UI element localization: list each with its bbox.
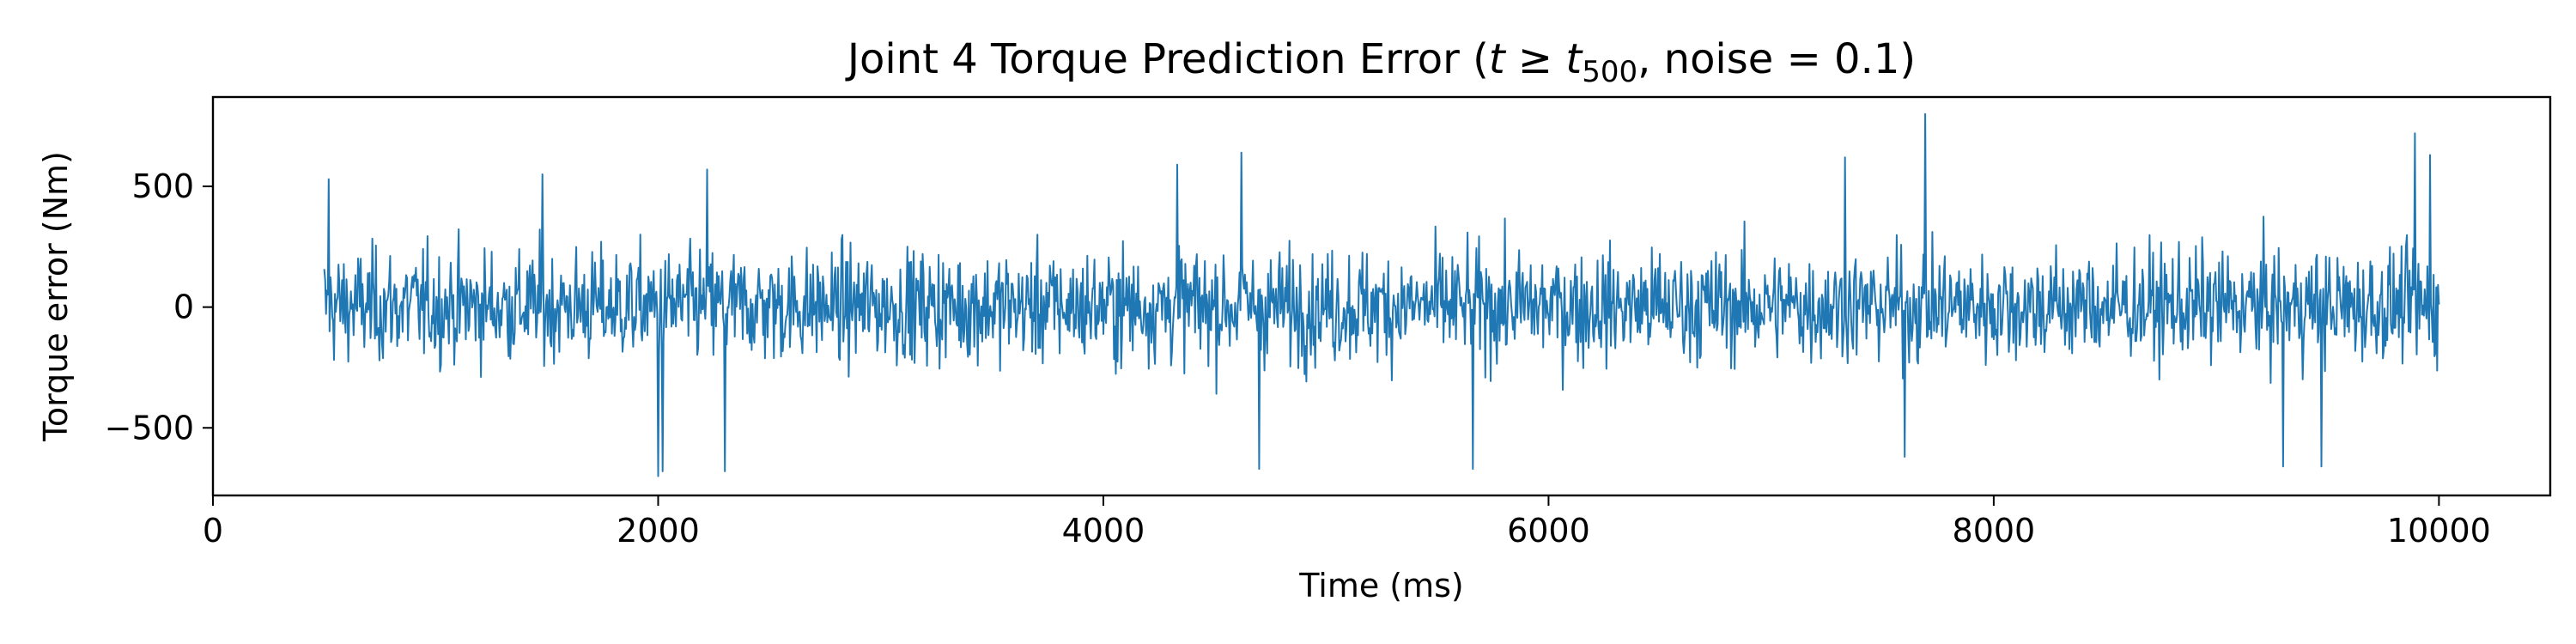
- x-tick-label: 10000: [2387, 512, 2491, 550]
- title-t2: t: [1565, 35, 1583, 83]
- x-tick-label: 0: [203, 512, 223, 550]
- title-t: t: [1489, 35, 1507, 83]
- x-axis-label: Time (ms): [1298, 567, 1464, 605]
- y-tick-label: 0: [173, 289, 194, 326]
- x-tick-label: 4000: [1062, 512, 1145, 550]
- y-axis-label: Torque error (Nm): [37, 151, 75, 442]
- title-geq: ≥: [1505, 35, 1566, 83]
- x-tick-label: 8000: [1953, 512, 2036, 550]
- series-line-torque-error: [323, 112, 2440, 477]
- chart-title: Joint 4 Torque Prediction Error (t ≥ t50…: [845, 35, 1916, 89]
- x-tick-label: 6000: [1507, 512, 1590, 550]
- y-tick-label: −500: [105, 409, 194, 447]
- plot-area: [323, 112, 2440, 477]
- y-axis: −500 0 500: [105, 167, 213, 447]
- x-tick-label: 2000: [617, 512, 700, 550]
- plot-frame: [211, 95, 2552, 497]
- y-tick-label: 500: [131, 167, 194, 205]
- title-prefix: Joint 4 Torque Prediction Error (: [845, 35, 1489, 83]
- x-axis: 0 2000 4000 6000 8000 10000: [203, 495, 2491, 550]
- title-suffix: , noise = 0.1): [1637, 35, 1916, 83]
- title-subscript: 500: [1582, 55, 1637, 89]
